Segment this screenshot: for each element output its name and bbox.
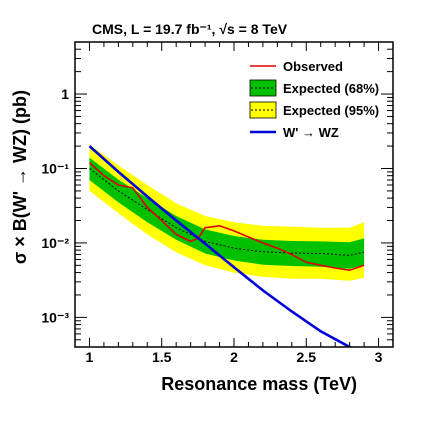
chart-title: CMS, L = 19.7 fb⁻¹, √s = 8 TeV (92, 21, 288, 37)
band-68 (89, 157, 365, 269)
legend-wprime-label: W' → WZ (283, 125, 339, 140)
x-tick-label: 1.5 (152, 349, 172, 365)
y-axis-label: σ × B(W' → WZ) (pb) (10, 90, 30, 264)
ticks-group (74, 41, 394, 348)
y-tick-label: 10⁻² (41, 235, 69, 251)
lines-group (88, 145, 365, 347)
bands-group (89, 144, 365, 281)
tick-labels-group: 1 1.5 2 2.5 3 10⁻³ 10⁻² 10⁻¹ 1 (41, 86, 382, 365)
x-tick-label: 3 (375, 349, 383, 365)
x-tick-label: 2 (230, 349, 238, 365)
x-tick-label: 2.5 (297, 349, 317, 365)
legend: Observed Expected (68%) Expected (95%) W' →… (249, 59, 379, 140)
y-tick-label: 10⁻³ (41, 309, 69, 325)
series-observed (88, 162, 365, 272)
legend-observed-label: Observed (283, 59, 343, 74)
legend-expected-95-label: Expected (95%) (283, 103, 379, 118)
series-wprime (88, 145, 352, 347)
x-axis-label: Resonance mass (TeV) (161, 374, 357, 394)
x-tick-label: 1 (86, 349, 94, 365)
legend-expected-68-label: Expected (68%) (283, 81, 379, 96)
y-tick-label: 10⁻¹ (41, 160, 69, 176)
y-tick-label: 1 (61, 86, 69, 102)
